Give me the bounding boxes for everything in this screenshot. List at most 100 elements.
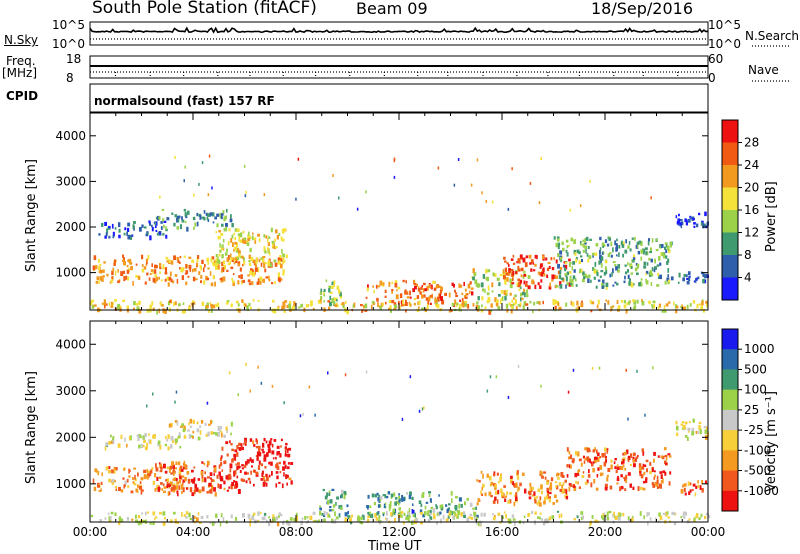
velocity-cell <box>163 490 166 494</box>
velocity-cell <box>666 511 669 515</box>
power-cell <box>90 300 93 306</box>
velocity-cell <box>118 521 121 525</box>
velocity-cell <box>654 470 656 473</box>
power-cell <box>201 216 204 219</box>
velocity-cell <box>697 480 699 484</box>
velocity-cell <box>667 453 671 456</box>
velocity-sparse-cell <box>517 364 520 368</box>
power-cell <box>700 306 702 311</box>
power-cell <box>112 234 115 239</box>
power-cell <box>194 222 197 227</box>
power-cell <box>146 272 149 276</box>
power-cell <box>234 228 238 232</box>
power-cell <box>164 309 167 314</box>
velocity-cell <box>684 511 688 516</box>
velocity-cell <box>367 519 370 522</box>
power-cell <box>277 276 281 282</box>
power-cell <box>645 270 649 275</box>
power-cell <box>185 281 188 286</box>
power-cell <box>156 309 158 315</box>
power-cell <box>515 271 518 275</box>
velocity-cell <box>457 511 460 514</box>
velocity-cell <box>340 493 343 499</box>
power-cell <box>93 304 97 307</box>
velocity-cell <box>226 489 230 492</box>
velocity-cell <box>154 473 157 478</box>
velocity-cell <box>580 511 584 515</box>
power-cell <box>234 247 237 251</box>
power-cell <box>551 279 554 282</box>
velocity-cell <box>167 446 170 451</box>
power-cell <box>526 281 528 284</box>
power-cell <box>267 259 270 265</box>
velocity-cell <box>285 442 288 446</box>
velocity-cell <box>450 491 453 496</box>
power-cell <box>605 282 609 287</box>
velocity-cell <box>629 483 632 488</box>
velocity-cell <box>100 488 102 492</box>
velocity-cell <box>225 475 228 480</box>
velocity-cell <box>263 454 267 458</box>
power-cell <box>178 215 181 219</box>
velocity-cell <box>704 515 707 520</box>
power-cell <box>228 255 230 260</box>
velocity-cell <box>432 513 435 515</box>
velocity-cell <box>490 481 494 486</box>
velocity-cell <box>544 496 546 502</box>
power-cell <box>456 302 459 306</box>
velocity-cell <box>144 433 147 437</box>
power-cell <box>570 237 573 242</box>
power-cell <box>124 227 127 231</box>
velocity-cell <box>524 488 527 494</box>
power-cell <box>525 289 528 294</box>
velocity-cell <box>539 512 542 515</box>
power-cell <box>435 284 439 289</box>
velocity-cell <box>230 484 233 490</box>
power-cell <box>667 258 670 263</box>
velocity-cell <box>186 471 190 475</box>
power-cell <box>138 300 141 305</box>
velocity-cell <box>265 476 269 482</box>
power-cell <box>523 274 526 277</box>
power-colorbar-tick-label: 24 <box>744 158 759 172</box>
power-cell <box>576 249 580 254</box>
power-sparse-cell <box>184 165 186 169</box>
velocity-cell <box>681 421 685 424</box>
power-cell <box>643 252 645 255</box>
power-cell <box>133 307 135 311</box>
power-cell <box>533 301 536 306</box>
power-cell <box>114 299 117 302</box>
x-tick-label: 16:00 <box>485 525 520 539</box>
power-cell <box>263 246 266 251</box>
power-cell <box>693 222 696 225</box>
power-cell <box>101 222 104 227</box>
velocity-cell <box>411 509 414 514</box>
power-cell <box>155 221 158 226</box>
velocity-cell <box>392 508 395 512</box>
power-cell <box>157 232 161 235</box>
nave-label: Nave <box>748 63 779 77</box>
power-cell <box>234 236 237 241</box>
power-cell <box>231 257 235 262</box>
power-cell <box>151 263 153 268</box>
velocity-cell <box>122 477 125 480</box>
power-cell <box>172 280 175 284</box>
power-cell <box>123 270 125 274</box>
velocity-cell <box>531 510 534 514</box>
velocity-cell <box>593 461 595 464</box>
power-colorbar-segment <box>722 255 738 278</box>
velocity-cell <box>214 466 217 470</box>
power-cell <box>530 259 534 264</box>
velocity-cell <box>191 492 195 497</box>
power-sparse-cell <box>211 186 213 190</box>
power-cell <box>272 242 274 248</box>
power-cell <box>394 282 398 288</box>
velocity-cell <box>546 518 549 524</box>
velocity-cell <box>262 475 265 480</box>
power-cell <box>595 285 598 289</box>
power-cell <box>174 214 178 218</box>
velocity-cell <box>242 479 245 482</box>
power-cell <box>267 238 269 243</box>
power-cell <box>237 262 241 267</box>
power-cell <box>254 240 257 244</box>
